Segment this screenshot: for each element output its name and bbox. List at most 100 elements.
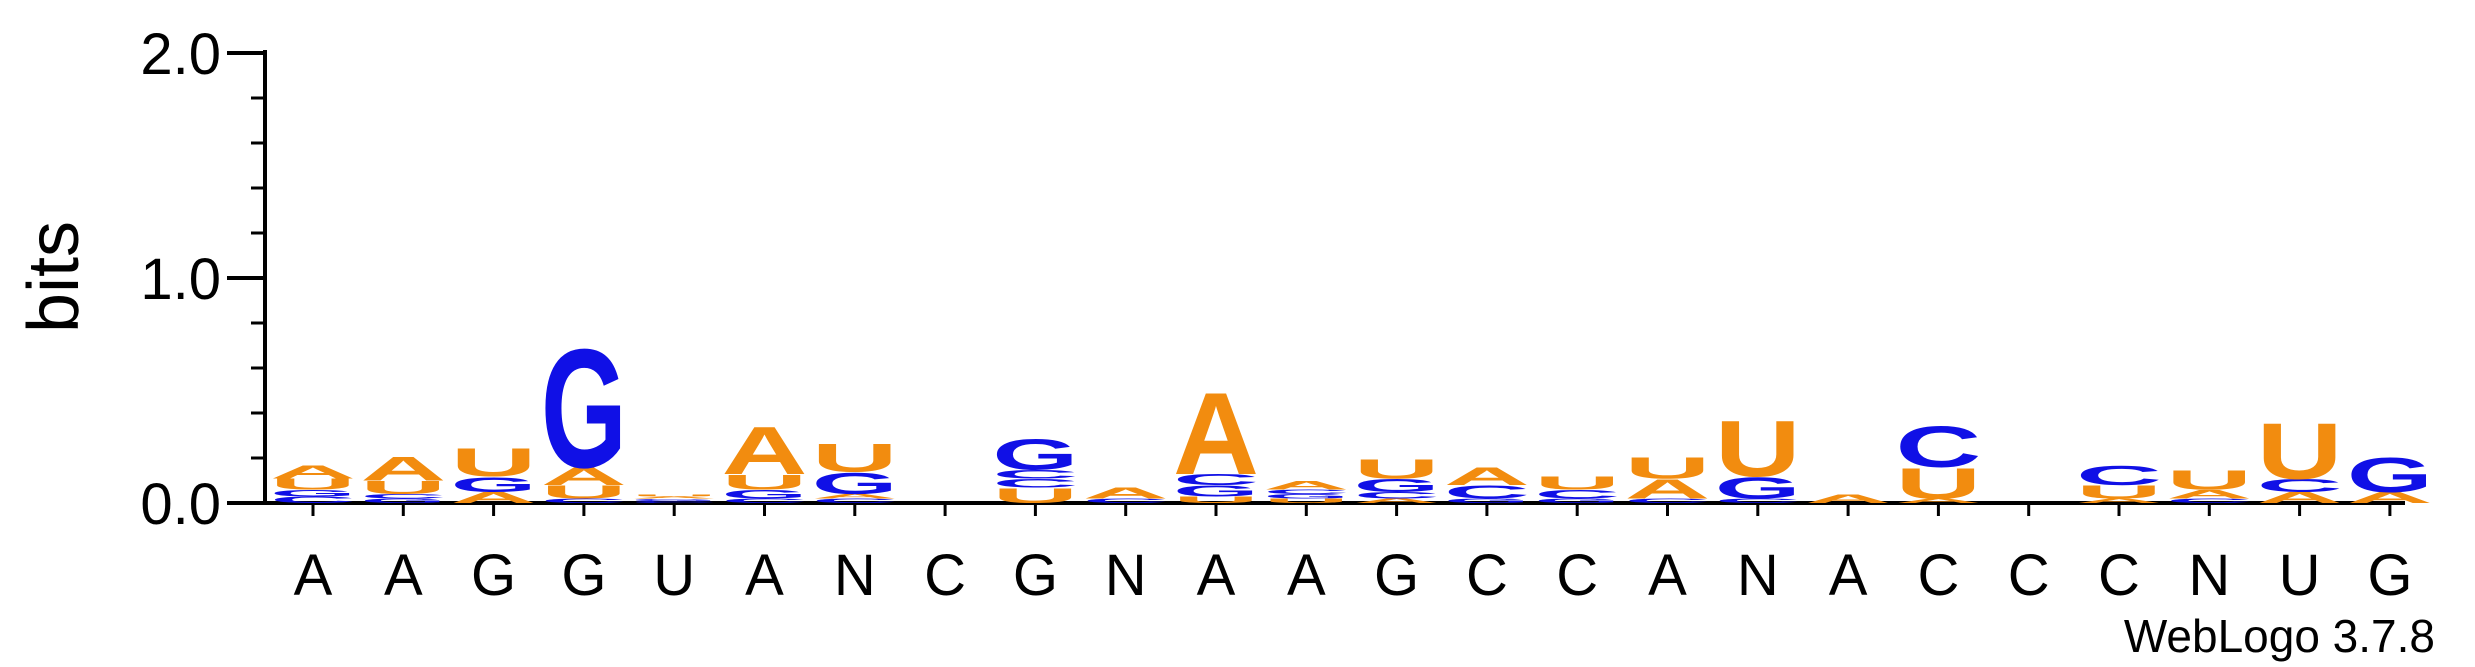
logo-letter: A [2076, 497, 2162, 504]
logo-letter: A [2166, 487, 2252, 501]
logo-column: CAU [1625, 451, 1711, 505]
logo-letter: C [1354, 490, 1440, 500]
logo-letter: C [2076, 460, 2162, 491]
x-tick-label: C [1466, 543, 1508, 608]
logo-letter: C [270, 495, 356, 505]
logo-letter: G [1715, 471, 1801, 505]
y-axis-ticks: 0.0 1.0 2.0 [140, 22, 265, 537]
logo-letter: U [541, 482, 627, 503]
x-tick-label: A [1287, 543, 1326, 608]
x-tick-label: A [745, 543, 784, 608]
logo-letter: A [1263, 478, 1349, 492]
logo-letter: A [1083, 485, 1169, 502]
logo-letter: C [1715, 497, 1801, 504]
logo-letter: C [1263, 488, 1349, 495]
logo-letter: U [1715, 403, 1801, 493]
x-tick-label: A [1648, 543, 1687, 608]
logo-letter: C [1444, 482, 1530, 503]
x-tick-label: G [1374, 543, 1419, 608]
logo-letter: U [1534, 473, 1620, 494]
x-tick-label: G [561, 543, 606, 608]
logo-letter: C [360, 493, 446, 500]
logo-letter: C [1625, 497, 1711, 504]
logo-letter: A [2257, 489, 2343, 506]
logo-letter: G [631, 498, 717, 501]
x-tick-label: G [1013, 543, 1058, 608]
y-axis-label: bits [14, 221, 94, 333]
logo-letter: G [360, 497, 446, 504]
x-tick-label: C [924, 543, 966, 608]
logo-letter: C [992, 476, 1078, 490]
logo-letter: U [992, 483, 1078, 507]
logo-letter: C [1173, 471, 1259, 488]
logo-letter: G [2347, 447, 2433, 502]
x-tick-label: C [2008, 543, 2050, 608]
logo-column: A [1805, 492, 1891, 506]
logo-letter: C [722, 497, 808, 504]
x-tick-label: N [834, 543, 876, 608]
logo-letter: A [1354, 497, 1440, 504]
x-tick-label: N [2188, 543, 2230, 608]
y-tick-label: 0.0 [140, 472, 221, 537]
logo-letter: U [2076, 482, 2162, 503]
logo-letter: A [631, 496, 717, 499]
logo-letter: A [360, 450, 446, 488]
x-tick-label: N [1105, 543, 1147, 608]
logo-column: CAU [2166, 465, 2252, 505]
logo-letter: A [451, 489, 537, 506]
logo-letter: U [1625, 451, 1711, 485]
logo-letter: C [1534, 487, 1620, 501]
logo-letter: G [451, 472, 537, 496]
x-tick-label: N [1737, 543, 1779, 608]
logo-letter: C [992, 467, 1078, 481]
logo-letter: U [812, 436, 898, 480]
logo-letter: U [1895, 459, 1981, 507]
logo-letter: U [1263, 497, 1349, 504]
logo-letter: G [1263, 493, 1349, 500]
logo-letter: G [992, 430, 1078, 478]
logo-letter: C [541, 497, 627, 504]
x-tick-label: A [384, 543, 423, 608]
logo-column: CGU [1715, 403, 1801, 505]
logo-column: CA [1083, 485, 1169, 505]
logo-letter: G [541, 313, 627, 503]
logo-column: AUC [1895, 415, 1981, 508]
x-tick-label: G [2367, 543, 2412, 608]
logo-letter: A [722, 412, 808, 488]
x-tick-label: A [1829, 543, 1868, 608]
logo-letter: A [1173, 369, 1259, 500]
logo-letter: U [631, 493, 717, 496]
x-tick-label: G [471, 543, 516, 608]
logo-letter: U [1354, 453, 1440, 484]
weblogo-credit: WebLogo 3.7.8 [2124, 610, 2435, 662]
logo-letter: U [2166, 465, 2252, 496]
logo-column: AG [2347, 447, 2433, 506]
logo-letter: A [1444, 463, 1530, 491]
logo-letter: G [1173, 482, 1259, 499]
logo-letter: U [451, 440, 537, 484]
x-tick-label: C [2098, 543, 2140, 608]
x-tick-label: A [1197, 543, 1236, 608]
logo-letter: C [631, 500, 717, 503]
logo-letter: U [1173, 495, 1259, 505]
logo-letter: U [360, 477, 446, 498]
logo-letter: A [1625, 474, 1711, 505]
y-tick-label: 2.0 [140, 22, 221, 87]
logo-column: GCA [1444, 463, 1530, 505]
x-axis-ticks [311, 503, 2392, 516]
logo-letter: A [1805, 492, 1891, 506]
logo-column: AGU [451, 440, 537, 506]
logo-column: GCU [1534, 473, 1620, 504]
logo-letter: A [2347, 489, 2433, 506]
